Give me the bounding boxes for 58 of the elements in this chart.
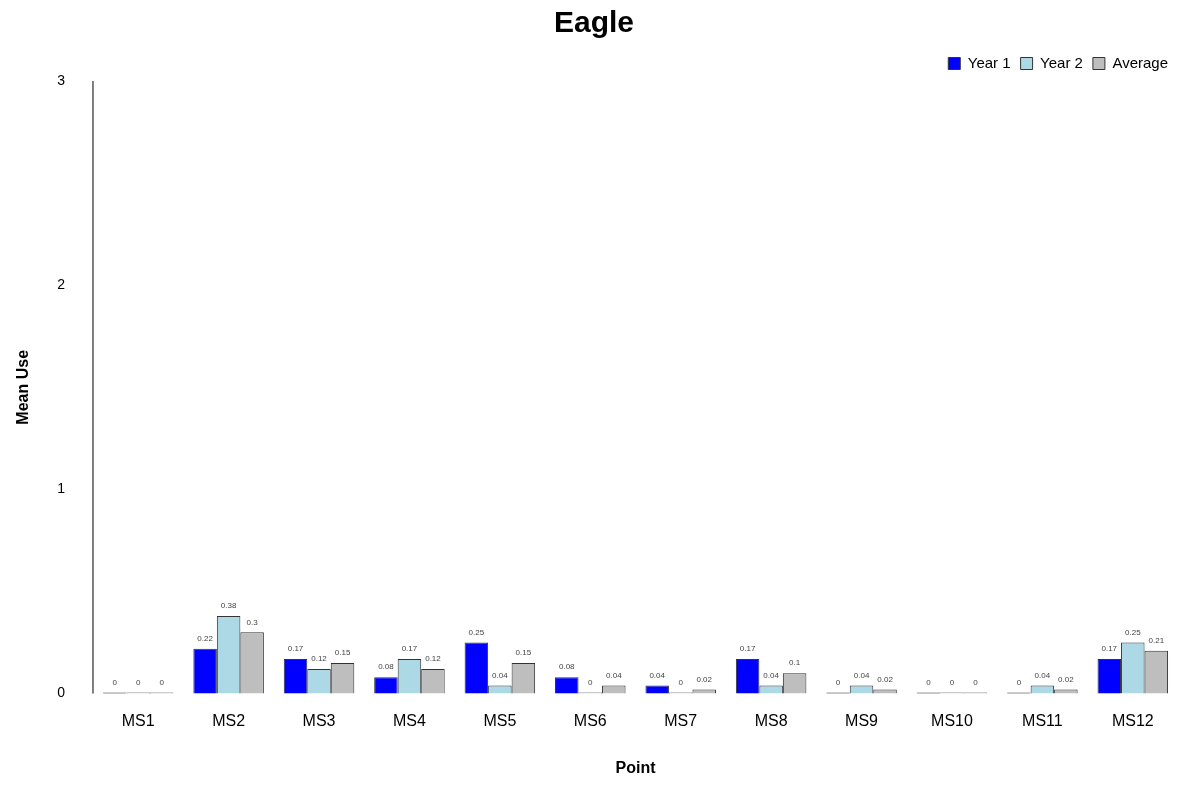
data-label: 0.17 bbox=[1101, 644, 1118, 654]
data-label: 0.12 bbox=[311, 654, 328, 664]
data-label: 0.04 bbox=[606, 670, 623, 680]
data-label: 0.25 bbox=[1125, 627, 1142, 637]
data-label: 0 bbox=[926, 677, 932, 687]
data-label: 0 bbox=[973, 677, 979, 687]
data-label: 0.08 bbox=[558, 662, 576, 672]
x-tick-label: MS10 bbox=[931, 711, 973, 729]
x-tick-label: MS12 bbox=[1111, 711, 1154, 729]
data-label: 0 bbox=[135, 677, 141, 687]
data-label: 0 bbox=[588, 677, 594, 687]
legend-label: Year 2 bbox=[1040, 53, 1083, 71]
x-tick-label: MS2 bbox=[212, 711, 246, 729]
data-label: 0 bbox=[835, 677, 841, 687]
data-label: 0.12 bbox=[425, 654, 442, 664]
data-label: 0.04 bbox=[853, 670, 870, 680]
y-tick-label: 0 bbox=[57, 684, 66, 701]
data-label: 0 bbox=[112, 677, 118, 687]
data-label: 0.04 bbox=[492, 670, 509, 680]
x-tick-label: MS9 bbox=[845, 711, 879, 729]
data-label: 0.17 bbox=[739, 644, 756, 654]
data-label: 0 bbox=[678, 677, 684, 687]
data-label: 0.15 bbox=[334, 648, 351, 658]
data-label: 0 bbox=[949, 677, 955, 687]
data-label: 0.3 bbox=[246, 617, 259, 627]
data-label: 0.21 bbox=[1148, 635, 1165, 645]
data-label: 0.17 bbox=[287, 644, 304, 654]
y-tick-label: 3 bbox=[57, 71, 66, 88]
x-tick-label: MS6 bbox=[573, 711, 607, 729]
y-axis-title: Mean Use bbox=[14, 349, 32, 425]
x-tick-label: MS8 bbox=[754, 711, 788, 729]
data-label: 0.25 bbox=[468, 627, 485, 637]
data-label: 0.02 bbox=[696, 674, 713, 684]
legend-label: Year 1 bbox=[967, 53, 1011, 71]
data-label: 0.1 bbox=[789, 658, 801, 668]
data-label: 0 bbox=[1016, 677, 1022, 687]
x-tick-label: MS5 bbox=[483, 711, 517, 729]
data-label: 0.08 bbox=[378, 662, 395, 672]
y-tick-label: 2 bbox=[57, 276, 66, 293]
data-label: 0.38 bbox=[220, 601, 237, 611]
y-tick-label: 1 bbox=[57, 480, 66, 497]
x-tick-label: MS11 bbox=[1022, 711, 1063, 729]
legend-label: Average bbox=[1112, 53, 1169, 71]
data-label: 0.15 bbox=[515, 648, 532, 658]
data-label: 0 bbox=[159, 677, 165, 687]
data-label: 0.17 bbox=[401, 644, 418, 654]
data-label: 0.04 bbox=[649, 670, 666, 680]
data-label: 0.02 bbox=[1058, 674, 1075, 684]
x-tick-label: MS1 bbox=[121, 711, 155, 729]
x-tick-label: MS3 bbox=[302, 711, 336, 729]
chart-title: Eagle bbox=[553, 5, 635, 39]
x-tick-label: MS4 bbox=[393, 711, 426, 729]
data-label: 0.04 bbox=[763, 670, 780, 680]
data-label: 0.04 bbox=[1034, 670, 1051, 680]
data-label: 0.22 bbox=[197, 633, 214, 643]
x-tick-label: MS7 bbox=[664, 711, 698, 729]
data-label: 0.02 bbox=[877, 674, 894, 684]
x-axis-title: Point bbox=[615, 758, 657, 776]
